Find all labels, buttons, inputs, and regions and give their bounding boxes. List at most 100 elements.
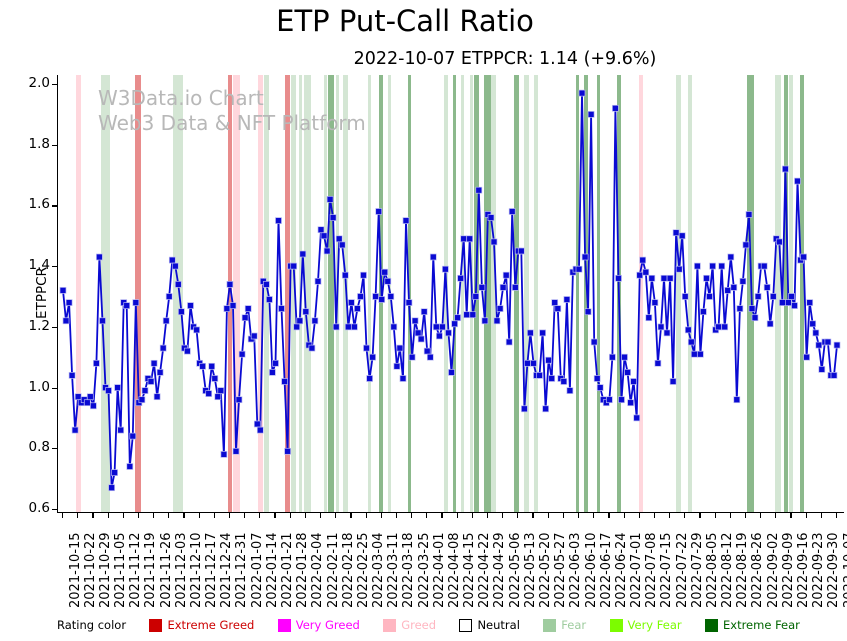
x-tick-mark <box>532 513 534 518</box>
data-point-marker <box>788 293 795 300</box>
data-point-marker <box>269 369 276 376</box>
chart-title: ETP Put-Call Ratio <box>276 4 534 38</box>
x-tick-mark <box>729 513 731 518</box>
data-point-marker <box>669 378 677 385</box>
data-point-marker <box>108 484 115 492</box>
data-point-marker <box>496 305 504 312</box>
legend-item-extreme-greed: Extreme Greed <box>149 618 254 632</box>
x-tick-label: 2022-04-15 <box>462 532 478 608</box>
x-tick-label: 2021-10-29 <box>97 532 113 608</box>
x-tick-label: 2022-08-26 <box>750 532 766 608</box>
data-point-marker <box>536 372 543 379</box>
data-point-marker <box>511 284 519 291</box>
y-axis-label: ETPPCR <box>33 267 50 319</box>
x-tick-mark <box>259 513 261 518</box>
data-point-marker <box>487 214 495 221</box>
plot-area: ETPPCR <box>34 75 844 513</box>
data-point-marker <box>211 375 219 382</box>
data-point-marker <box>539 329 546 337</box>
x-tick-label: 2022-10-07 <box>841 532 847 608</box>
data-point-marker <box>366 375 373 382</box>
data-point-marker <box>96 253 103 261</box>
y-tick-mark <box>52 84 57 86</box>
data-point-marker <box>223 305 231 312</box>
x-tick-mark <box>638 513 640 518</box>
y-tick-label: 0.8 <box>28 439 50 456</box>
x-tick-label: 2021-11-05 <box>113 532 129 608</box>
x-tick-label: 2022-02-25 <box>355 532 371 608</box>
data-point-marker <box>299 250 307 258</box>
x-tick-mark <box>790 513 792 518</box>
data-point-marker <box>454 314 461 322</box>
legend-item-very-fear: Very Fear <box>609 618 682 632</box>
x-tick-mark <box>350 513 352 518</box>
y-tick-label: 1.0 <box>28 378 50 395</box>
data-point-marker <box>490 238 498 246</box>
data-point-marker <box>99 317 106 325</box>
data-point-marker <box>830 372 838 379</box>
data-point-marker <box>266 296 273 303</box>
data-point-marker <box>111 469 118 476</box>
data-point-marker <box>384 277 392 285</box>
data-point-marker <box>165 293 173 300</box>
data-point-marker <box>208 362 216 370</box>
rating-band-fear <box>100 75 111 512</box>
data-point-marker <box>129 432 137 440</box>
data-point-marker <box>244 305 252 312</box>
x-tick-label: 2022-06-24 <box>613 532 629 608</box>
x-tick-label: 2022-07-22 <box>674 532 690 608</box>
data-point-marker <box>687 338 695 346</box>
x-tick-mark <box>744 513 747 518</box>
data-point-marker <box>387 293 395 300</box>
data-point-marker <box>806 299 814 306</box>
data-point-marker <box>123 302 131 309</box>
x-tick-label: 2022-04-01 <box>431 532 447 608</box>
x-tick-mark <box>213 513 215 518</box>
data-point-marker <box>147 378 155 385</box>
data-point-marker <box>250 332 258 340</box>
x-tick-mark <box>228 513 231 518</box>
data-point-marker <box>593 375 601 382</box>
x-tick-label: 2022-09-16 <box>795 532 811 608</box>
data-point-marker <box>174 281 182 288</box>
data-point-marker <box>141 387 149 394</box>
data-point-marker <box>615 274 622 282</box>
x-tick-mark <box>836 513 838 518</box>
data-point-marker <box>730 284 738 291</box>
data-point-marker <box>481 317 489 325</box>
data-point-marker <box>733 396 741 404</box>
chart-subtitle: 2022-10-07 ETPPCR: 1.14 (+9.6%) <box>353 49 657 69</box>
data-point-marker <box>214 393 222 401</box>
data-point-marker <box>706 293 713 300</box>
legend-item-very-greed: Very Greed <box>277 618 360 632</box>
data-point-marker <box>672 229 680 237</box>
x-tick-label: 2022-01-21 <box>279 532 295 608</box>
x-tick-mark <box>653 513 656 518</box>
x-tick-mark <box>411 513 413 518</box>
data-point-marker <box>581 253 589 261</box>
data-point-marker <box>402 217 410 224</box>
rating-band-fear <box>291 75 296 512</box>
x-tick-label: 2022-09-30 <box>826 532 842 608</box>
x-tick-mark <box>198 513 200 518</box>
x-tick-mark <box>760 513 762 518</box>
x-tick-mark <box>304 513 306 518</box>
rating-band-extreme_greed <box>227 75 232 512</box>
data-point-marker <box>524 359 531 367</box>
data-point-marker <box>317 226 325 234</box>
data-point-marker <box>93 359 100 367</box>
data-point-marker <box>83 399 91 407</box>
rating-legend: Rating color Extreme Greed Very Greed Gree… <box>57 614 800 636</box>
x-tick-label: 2022-04-22 <box>477 532 493 608</box>
x-tick-mark <box>471 513 473 518</box>
data-point-marker <box>697 350 704 358</box>
legend-swatch <box>705 618 718 632</box>
data-point-marker <box>724 287 732 294</box>
rating-band-fear <box>524 75 529 512</box>
data-point-marker <box>745 211 753 218</box>
y-tick-mark <box>52 508 57 511</box>
x-tick-mark <box>122 513 124 518</box>
data-point-marker <box>551 299 559 306</box>
x-tick-mark <box>153 513 155 518</box>
rating-band-greed <box>76 75 81 512</box>
